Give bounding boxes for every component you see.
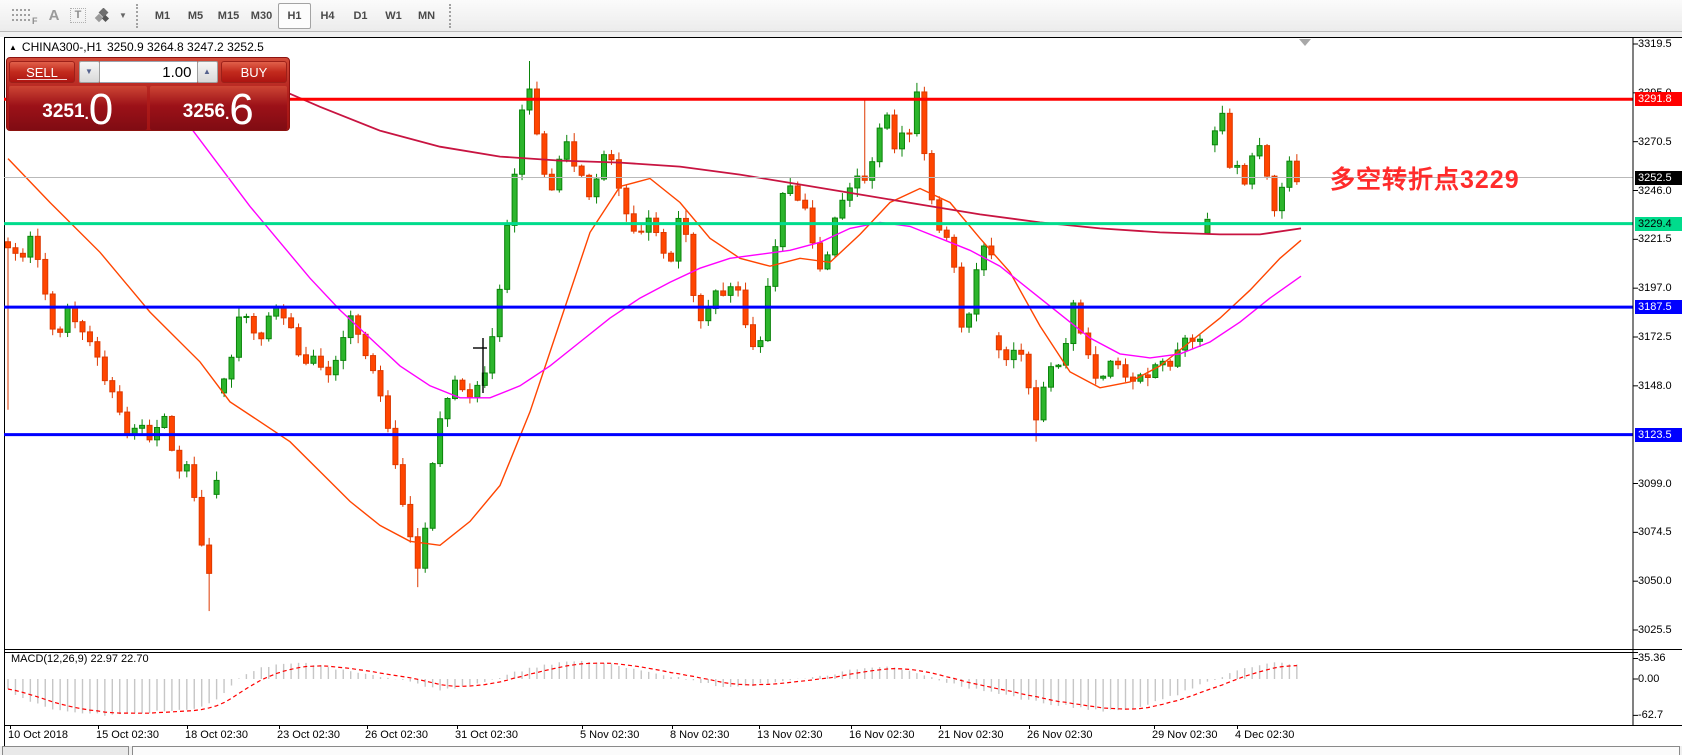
chart-shift-marker-icon[interactable] bbox=[1299, 39, 1311, 46]
tf-button-H1[interactable]: H1 bbox=[278, 2, 311, 29]
volume-increase-button[interactable]: ▲ bbox=[196, 61, 218, 83]
tf-button-H4[interactable]: H4 bbox=[320, 9, 335, 22]
price-line-badge: 3187.5 bbox=[1635, 300, 1682, 315]
price-line-badge: 3229.4 bbox=[1635, 216, 1682, 231]
volume-stepper: ▼ ▲ bbox=[78, 61, 218, 83]
chart-tab[interactable] bbox=[2, 746, 129, 755]
date-axis-label: 26 Oct 02:30 bbox=[365, 729, 428, 741]
price-axis-label: 3221.5 bbox=[1638, 233, 1682, 246]
date-axis-tick bbox=[187, 726, 188, 729]
text-icon-glyph: A bbox=[48, 7, 60, 24]
timeframe-switcher: M1 M5 M15 M30 H1 H4 D1 W1 MN bbox=[146, 2, 443, 29]
date-axis-label: 13 Nov 02:30 bbox=[757, 729, 823, 741]
price-axis-label: 3270.5 bbox=[1638, 135, 1682, 148]
price-axis-label: 3172.5 bbox=[1638, 331, 1682, 343]
tf-button-W1[interactable]: W1 bbox=[385, 9, 402, 22]
price-line-badge: 3252.5 bbox=[1635, 170, 1682, 185]
price-line-badge: 3291.8 bbox=[1635, 92, 1682, 107]
price-axis-label: 3148.0 bbox=[1638, 379, 1682, 392]
chart-ohlc-values: 3250.9 3264.8 3247.2 3252.5 bbox=[106, 40, 264, 54]
date-axis-label: 21 Nov 02:30 bbox=[938, 729, 1004, 741]
toolbar-separator bbox=[136, 3, 138, 28]
tf-button-M30[interactable]: M30 bbox=[250, 9, 273, 22]
price-axis-label: 3246.0 bbox=[1638, 184, 1682, 197]
chart-title: ▲ CHINA300-,H1 3250.9 3264.8 3247.2 3252… bbox=[9, 40, 264, 54]
price-axis-label: 3074.5 bbox=[1638, 526, 1682, 539]
buy-price-pip: 6 bbox=[229, 85, 254, 134]
sell-price-display[interactable]: 3251 . 0 bbox=[9, 85, 147, 134]
tf-button-D1[interactable]: D1 bbox=[353, 9, 368, 22]
volume-input[interactable] bbox=[99, 61, 197, 83]
chart-symbol-period: CHINA300-,H1 bbox=[21, 40, 102, 54]
sell-price-dot: . bbox=[84, 106, 89, 123]
date-axis-tick bbox=[10, 726, 11, 729]
chart-border-left bbox=[4, 37, 5, 746]
date-axis-label: 18 Oct 02:30 bbox=[185, 729, 248, 741]
volume-decrease-button[interactable]: ▼ bbox=[78, 61, 100, 83]
date-axis-tick bbox=[1154, 726, 1155, 729]
text-label-icon-glyph: T bbox=[69, 8, 87, 23]
text-label-icon[interactable]: T bbox=[66, 3, 90, 29]
chart-border-top bbox=[4, 37, 1682, 38]
sell-price-pip: 0 bbox=[88, 85, 114, 134]
macd-axis-label: 35.36 bbox=[1638, 652, 1682, 665]
date-axis-label: 8 Nov 02:30 bbox=[670, 729, 730, 741]
date-axis-label: 26 Nov 02:30 bbox=[1027, 729, 1093, 741]
date-axis-label: 15 Oct 02:30 bbox=[96, 729, 159, 741]
price-axis-label: 3050.0 bbox=[1638, 575, 1682, 588]
tf-button-M15[interactable]: M15 bbox=[217, 9, 240, 22]
date-axis-label: 5 Nov 02:30 bbox=[580, 729, 640, 741]
date-axis-tick bbox=[1029, 726, 1030, 729]
price-axis-label: 3319.5 bbox=[1638, 38, 1682, 50]
price-line-badge: 3123.5 bbox=[1635, 427, 1682, 442]
toolbar-separator bbox=[449, 3, 451, 28]
macd-axis-label: 0.00 bbox=[1638, 673, 1682, 685]
toolbar: F A T ▼ M1 M5 M15 M30 H1 H4 D1 W1 MN bbox=[0, 0, 1682, 32]
date-axis-label: 23 Oct 02:30 bbox=[277, 729, 340, 741]
arrows-icon[interactable] bbox=[90, 3, 116, 29]
price-axis-label: 3099.0 bbox=[1638, 477, 1682, 490]
chart-text-annotation: 多空转折点3229 bbox=[1330, 166, 1520, 194]
macd-indicator-label: MACD(12,26,9) 22.97 22.70 bbox=[11, 653, 149, 665]
date-axis-tick bbox=[457, 726, 458, 729]
date-axis-tick bbox=[367, 726, 368, 729]
price-axis-label: 3197.0 bbox=[1638, 282, 1682, 295]
chart-tab-bar bbox=[0, 746, 1682, 755]
date-axis-label: 29 Nov 02:30 bbox=[1152, 729, 1218, 741]
one-click-trading-panel: SELL ▼ ▲ BUY 3251 . 0 3256 . 6 bbox=[6, 57, 290, 134]
sell-button[interactable]: SELL bbox=[9, 61, 75, 83]
price-axis-label: 3025.5 bbox=[1638, 624, 1682, 636]
date-axis-tick bbox=[851, 726, 852, 729]
date-axis-tick bbox=[279, 726, 280, 729]
date-axis-tick bbox=[940, 726, 941, 729]
chevron-down-icon[interactable]: ▼ bbox=[119, 11, 127, 20]
chart-background bbox=[5, 38, 1682, 746]
date-axis-tick bbox=[672, 726, 673, 729]
date-axis-tick bbox=[1237, 726, 1238, 729]
symbol-marker-icon: ▲ bbox=[9, 42, 17, 52]
chart-tab-area bbox=[132, 746, 1680, 755]
fibonacci-icon[interactable]: F bbox=[8, 3, 42, 29]
svg-text:F: F bbox=[32, 16, 38, 25]
buy-price-dot: . bbox=[225, 106, 230, 123]
date-axis-label: 4 Dec 02:30 bbox=[1235, 729, 1295, 741]
tf-button-MN[interactable]: MN bbox=[417, 9, 436, 22]
date-axis-label: 16 Nov 02:30 bbox=[849, 729, 915, 741]
date-axis-label: 31 Oct 02:30 bbox=[455, 729, 518, 741]
buy-price-main: 3256 bbox=[182, 101, 226, 122]
macd-axis-label: -62.7 bbox=[1638, 709, 1682, 722]
buy-button[interactable]: BUY bbox=[221, 61, 287, 83]
text-icon[interactable]: A bbox=[42, 3, 66, 29]
tf-button-M5[interactable]: M5 bbox=[187, 9, 204, 22]
price-chart-canvas[interactable] bbox=[4, 37, 1682, 726]
toolbar-gap bbox=[0, 32, 1682, 37]
date-axis-tick bbox=[759, 726, 760, 729]
tf-button-M1[interactable]: M1 bbox=[154, 9, 171, 22]
buy-price-display[interactable]: 3256 . 6 bbox=[149, 85, 287, 134]
date-axis-label: 10 Oct 2018 bbox=[8, 729, 68, 741]
date-axis-tick bbox=[582, 726, 583, 729]
sell-price-main: 3251 bbox=[42, 101, 85, 122]
date-axis-tick bbox=[98, 726, 99, 729]
